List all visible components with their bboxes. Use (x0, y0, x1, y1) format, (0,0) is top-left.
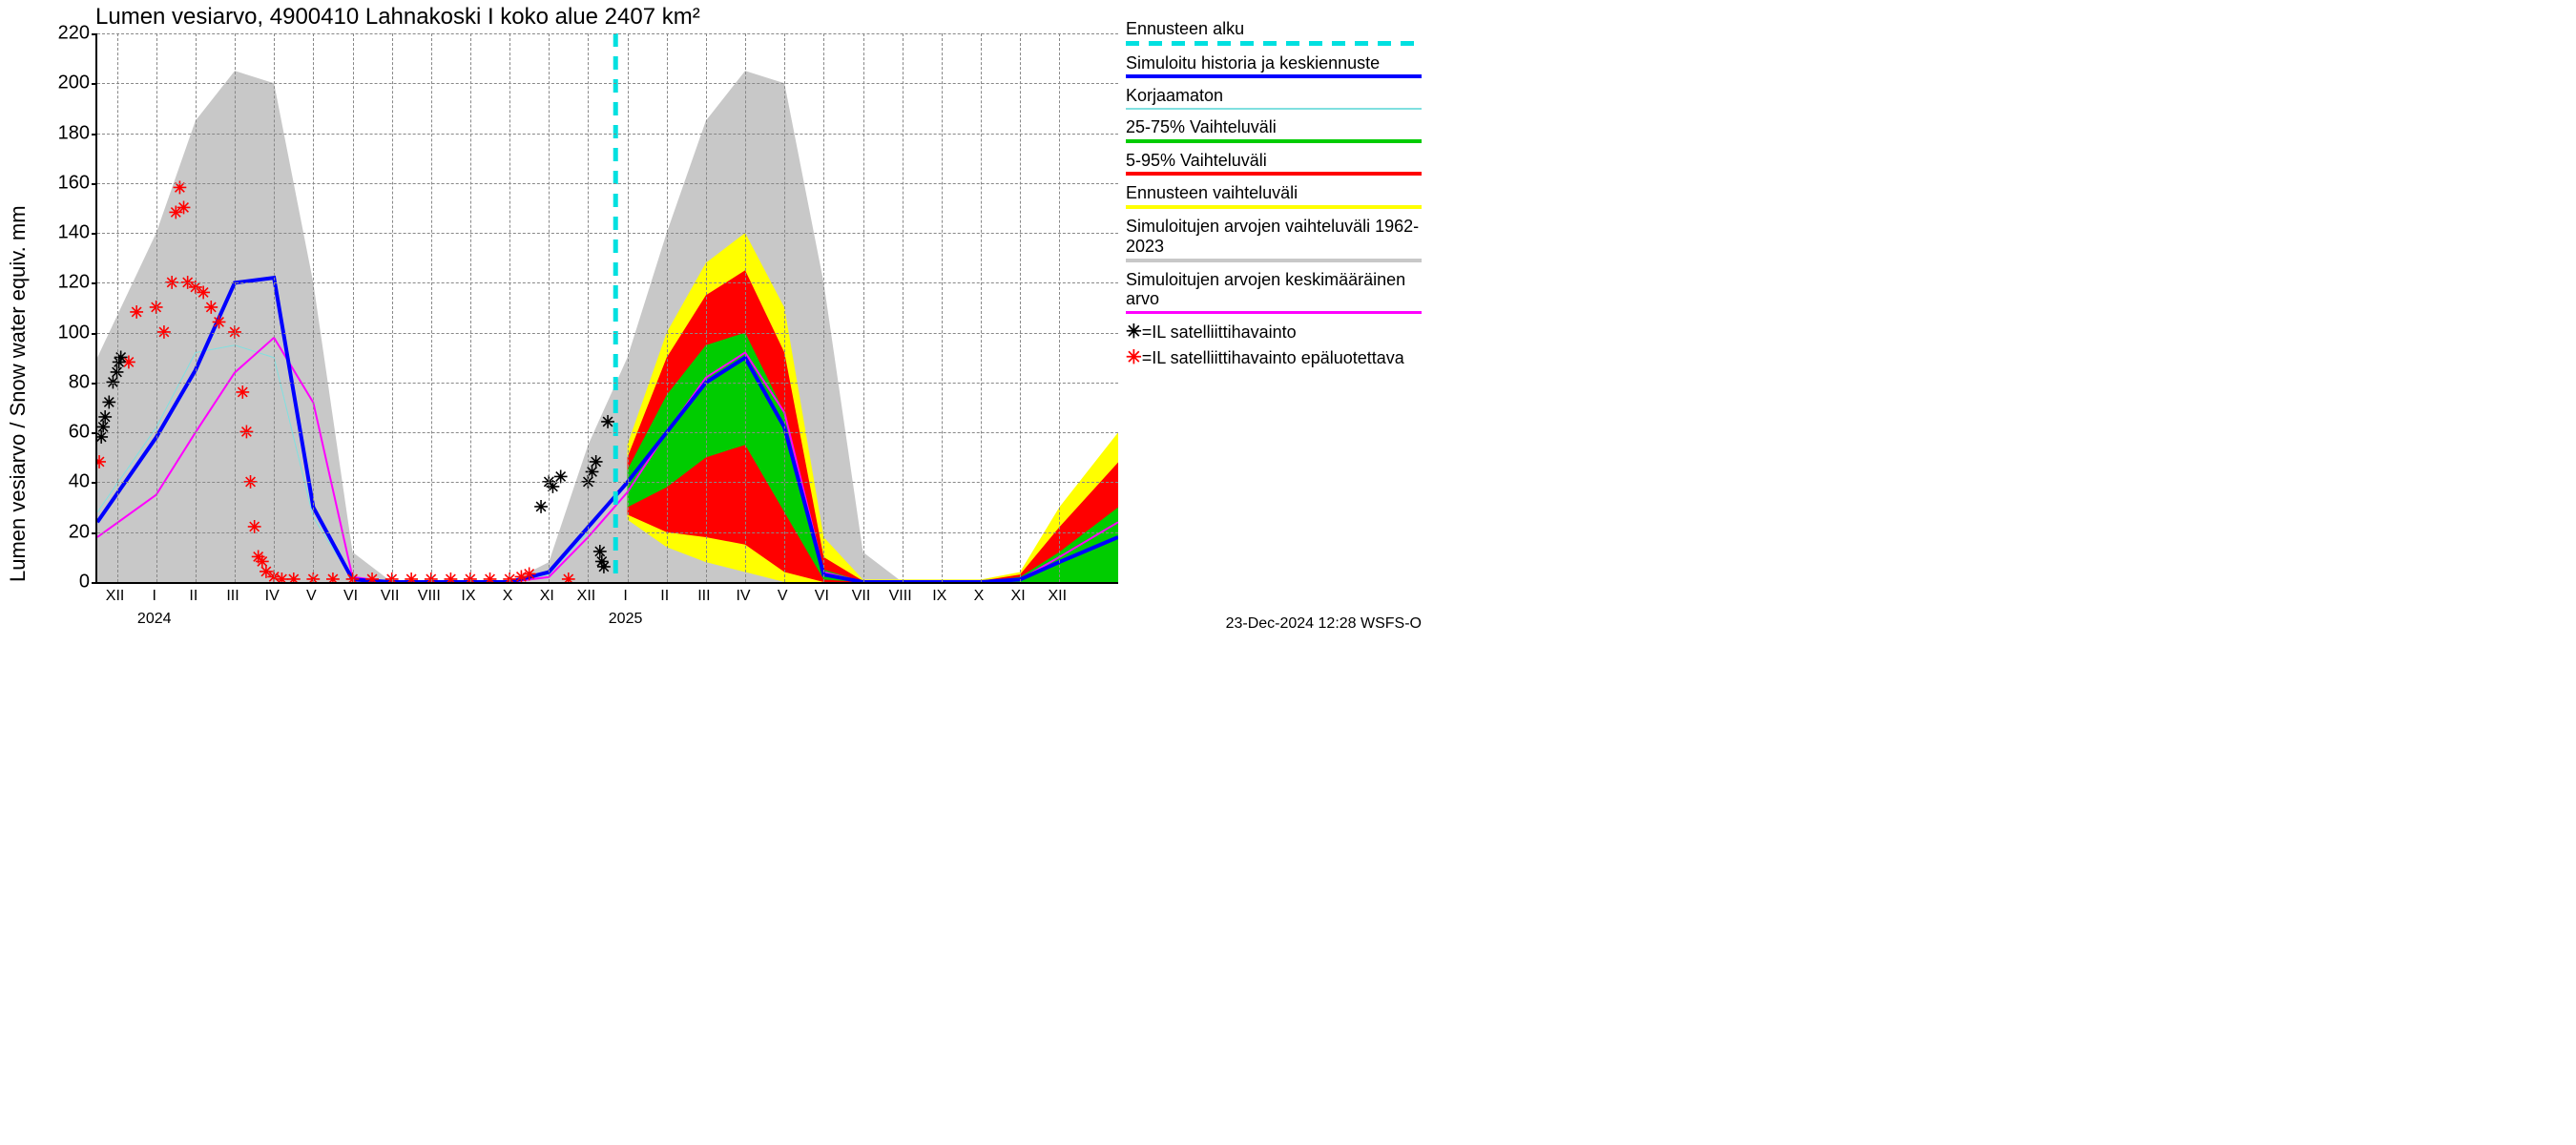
sat-obs-black-marker: ✳ (533, 498, 548, 517)
sat-obs-black-marker: ✳ (589, 453, 603, 472)
legend-label: Ennusteen vaihteluväli (1126, 183, 1422, 203)
chart-footer: 23-Dec-2024 12:28 WSFS-O (1226, 615, 1422, 633)
legend-item: Simuloitu historia ja keskiennuste (1126, 53, 1422, 79)
legend-label: Korjaamaton (1126, 86, 1422, 106)
legend-label: Ennusteen alku (1126, 19, 1422, 39)
sat-obs-red-marker: ✳ (173, 178, 187, 198)
x-tick-label: VI (815, 588, 829, 605)
y-tick-label: 100 (32, 322, 90, 344)
y-tick-label: 200 (32, 73, 90, 94)
sat-obs-black-marker: ✳ (553, 468, 568, 487)
x-tick-label: I (152, 588, 156, 605)
legend-item: Korjaamaton (1126, 86, 1422, 110)
x-tick-label: VII (381, 588, 400, 605)
x-tick-label: II (660, 588, 669, 605)
sat-obs-red-marker: ✳ (483, 570, 497, 582)
sat-obs-red-marker: ✳ (522, 565, 536, 582)
legend-line-swatch (1126, 259, 1422, 262)
y-tick-label: 180 (32, 122, 90, 144)
y-tick-label: 20 (32, 521, 90, 543)
sat-obs-red-marker: ✳ (177, 198, 191, 218)
x-tick-label: VI (343, 588, 358, 605)
legend-line-swatch (1126, 74, 1422, 78)
y-axis-label: Lumen vesiarvo / Snow water equiv. mm (6, 205, 31, 582)
x-tick-label: VII (852, 588, 871, 605)
x-tick-label: III (697, 588, 710, 605)
sat-obs-red-marker: ✳ (97, 453, 107, 472)
legend-item: Ennusteen alku (1126, 19, 1422, 46)
x-tick-label: XI (1011, 588, 1026, 605)
legend-marker-icon: ✳ (1126, 347, 1142, 368)
x-tick-label: XII (577, 588, 596, 605)
x-tick-label: IX (461, 588, 475, 605)
sat-obs-red-marker: ✳ (561, 570, 575, 582)
legend-label: =IL satelliittihavainto (1142, 323, 1297, 342)
legend-line-swatch (1126, 41, 1422, 46)
x-tick-label: XII (1048, 588, 1067, 605)
x-tick-label: X (974, 588, 985, 605)
sat-obs-black-marker: ✳ (102, 393, 116, 412)
x-tick-label: V (306, 588, 317, 605)
plot-area: ✳✳✳✳✳✳✳✳✳✳✳✳✳✳✳✳✳✳✳✳✳✳✳✳✳✳✳✳✳✳✳✳✳✳✳✳✳✳✳✳… (95, 33, 1118, 584)
sat-obs-red-marker: ✳ (212, 313, 226, 332)
legend-marker-icon: ✳ (1126, 322, 1142, 343)
sat-obs-red-marker: ✳ (444, 570, 458, 582)
x-tick-label: IV (265, 588, 280, 605)
x-tick-label: VIII (889, 588, 912, 605)
sat-obs-red-marker: ✳ (247, 518, 261, 537)
x-tick-label: VIII (418, 588, 441, 605)
y-tick-label: 0 (32, 572, 90, 593)
sat-obs-red-marker: ✳ (236, 383, 250, 402)
legend-label: Simuloitujen arvojen vaihteluväli 1962-2… (1126, 217, 1422, 256)
x-tick-label: III (226, 588, 239, 605)
sat-obs-black-marker: ✳ (596, 557, 611, 576)
x-tick-label: IV (736, 588, 750, 605)
y-tick-label: 120 (32, 272, 90, 294)
chart-container: Lumen vesiarvo, 4900410 Lahnakoski I kok… (0, 0, 1431, 636)
sat-obs-red-marker: ✳ (365, 570, 380, 582)
legend: Ennusteen alku Simuloitu historia ja kesk… (1126, 19, 1422, 373)
x-tick-label: X (503, 588, 513, 605)
x-year-label: 2025 (609, 611, 643, 628)
legend-line-swatch (1126, 172, 1422, 176)
sat-obs-black-marker: ✳ (600, 413, 614, 432)
x-year-label: 2024 (137, 611, 172, 628)
chart-svg: ✳✳✳✳✳✳✳✳✳✳✳✳✳✳✳✳✳✳✳✳✳✳✳✳✳✳✳✳✳✳✳✳✳✳✳✳✳✳✳✳… (97, 33, 1118, 582)
y-tick-label: 160 (32, 172, 90, 194)
y-tick-label: 140 (32, 222, 90, 244)
legend-label: Simuloitu historia ja keskiennuste (1126, 53, 1422, 73)
legend-label: Simuloitujen arvojen keskimääräinen arvo (1126, 270, 1422, 309)
y-tick-label: 80 (32, 371, 90, 393)
x-tick-label: V (778, 588, 788, 605)
legend-item: ✳=IL satelliittihavainto epäluotettava (1126, 347, 1422, 369)
legend-label: =IL satelliittihavainto epäluotettava (1142, 348, 1404, 367)
legend-label: 25-75% Vaihteluväli (1126, 117, 1422, 137)
x-tick-label: I (623, 588, 627, 605)
x-tick-label: II (189, 588, 197, 605)
y-tick-label: 60 (32, 422, 90, 444)
x-tick-label: IX (932, 588, 946, 605)
legend-item: Simuloitujen arvojen vaihteluväli 1962-2… (1126, 217, 1422, 261)
legend-line-swatch (1126, 139, 1422, 143)
y-tick-label: 220 (32, 23, 90, 45)
y-tick-label: 40 (32, 471, 90, 493)
legend-item: 25-75% Vaihteluväli (1126, 117, 1422, 143)
legend-item: 5-95% Vaihteluväli (1126, 151, 1422, 177)
x-tick-label: XII (106, 588, 125, 605)
sat-obs-black-marker: ✳ (114, 348, 128, 367)
legend-item: Simuloitujen arvojen keskimääräinen arvo (1126, 270, 1422, 314)
legend-label: 5-95% Vaihteluväli (1126, 151, 1422, 171)
legend-item: ✳=IL satelliittihavainto (1126, 322, 1422, 344)
legend-item: Ennusteen vaihteluväli (1126, 183, 1422, 209)
sat-obs-red-marker: ✳ (286, 570, 301, 582)
sat-obs-red-marker: ✳ (325, 570, 340, 582)
sat-obs-red-marker: ✳ (130, 303, 144, 323)
legend-line-swatch (1126, 108, 1422, 110)
sat-obs-red-marker: ✳ (405, 570, 419, 582)
legend-line-swatch (1126, 311, 1422, 314)
legend-line-swatch (1126, 205, 1422, 209)
chart-title: Lumen vesiarvo, 4900410 Lahnakoski I kok… (95, 4, 700, 31)
x-tick-label: XI (540, 588, 554, 605)
